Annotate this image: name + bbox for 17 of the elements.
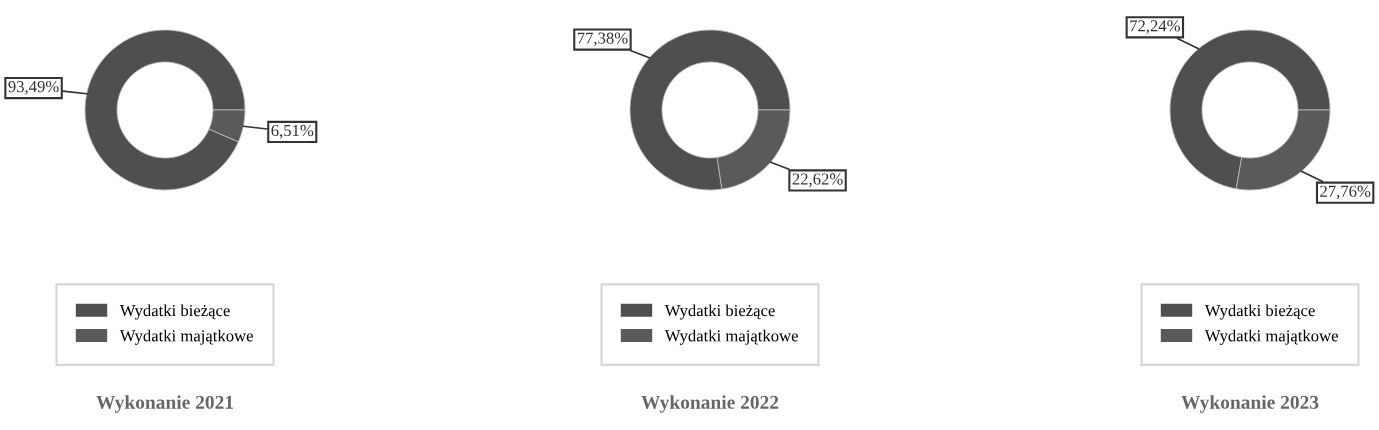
data-label: 6,51% [271,124,314,139]
text: Wykonanie 2023 [1181,395,1319,413]
text: Wykonanie 2021 [96,395,234,413]
data-label: 72,24% [1130,20,1180,34]
legend-label: Wydatki majątkowe [664,329,798,345]
legend-label: Wydatki majątkowe [1204,329,1338,345]
legend-label: Wydatki majątkowe [119,329,253,345]
text: Wykonanie 2022 [641,395,779,413]
donut-slice [629,29,791,191]
data-label: 93,49% [8,80,59,95]
legend-label: Wydatki bieżące [664,304,775,320]
legend-label: Wydatki bieżące [119,304,230,320]
data-label: 77,38% [577,32,628,47]
legend-label: Wydatki bieżące [1204,304,1315,320]
data-label: 22,62% [792,173,843,188]
donut-slice [84,29,246,191]
data-label: 27,76% [1320,185,1371,200]
